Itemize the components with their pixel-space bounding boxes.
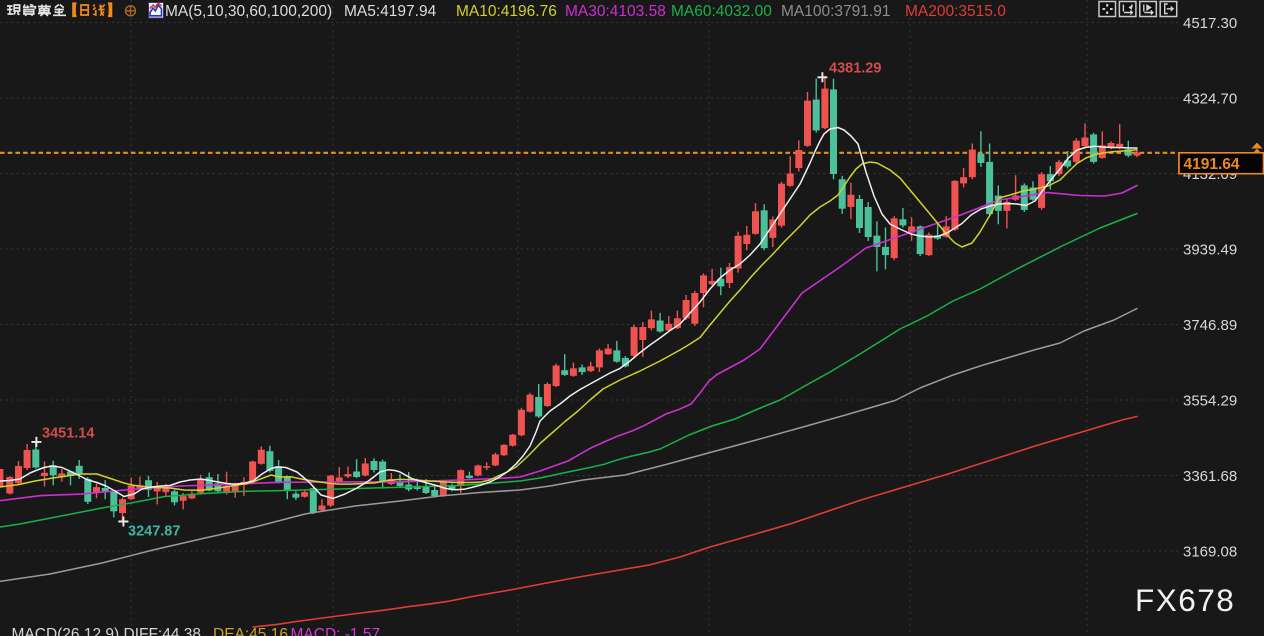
svg-text:3361.68: 3361.68 bbox=[1183, 468, 1237, 485]
svg-text:3169.08: 3169.08 bbox=[1183, 543, 1237, 560]
svg-text:3746.89: 3746.89 bbox=[1183, 317, 1237, 334]
svg-text:FX678: FX678 bbox=[1135, 582, 1235, 618]
svg-text:MA200:3515.0: MA200:3515.0 bbox=[905, 3, 1006, 20]
svg-text:4191.64: 4191.64 bbox=[1184, 156, 1240, 173]
svg-text:3451.14: 3451.14 bbox=[42, 426, 94, 442]
svg-text:MA5:4197.94: MA5:4197.94 bbox=[344, 3, 437, 20]
svg-text:MACD: -1.57: MACD: -1.57 bbox=[291, 626, 381, 636]
svg-text:3247.87: 3247.87 bbox=[128, 524, 180, 540]
svg-text:MA100:3791.91: MA100:3791.91 bbox=[781, 3, 890, 20]
svg-text:MA10:4196.76: MA10:4196.76 bbox=[456, 3, 557, 20]
svg-text:MA30:4103.58: MA30:4103.58 bbox=[565, 3, 666, 20]
svg-text:4517.30: 4517.30 bbox=[1183, 15, 1237, 32]
svg-text:DEA:45.16: DEA:45.16 bbox=[213, 626, 288, 636]
svg-text:3554.29: 3554.29 bbox=[1183, 392, 1237, 409]
svg-text:MACD(26,12,9): MACD(26,12,9) bbox=[12, 626, 120, 636]
svg-text:MA(5,10,30,60,100,200): MA(5,10,30,60,100,200) bbox=[165, 3, 332, 20]
svg-text:DIFF:44.38: DIFF:44.38 bbox=[124, 626, 202, 636]
svg-text:MA60:4032.00: MA60:4032.00 bbox=[671, 3, 772, 20]
svg-text:3939.49: 3939.49 bbox=[1183, 241, 1237, 258]
svg-text:4381.29: 4381.29 bbox=[829, 61, 881, 77]
svg-text:4324.70: 4324.70 bbox=[1183, 90, 1237, 107]
